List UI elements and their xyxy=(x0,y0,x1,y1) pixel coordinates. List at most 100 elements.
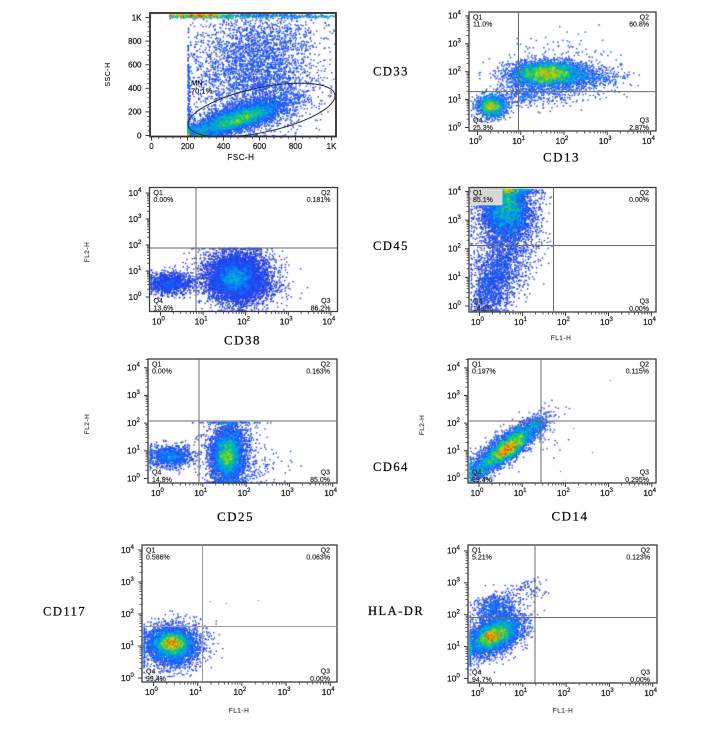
svg-text:HLA-DR: HLA-DR xyxy=(368,604,424,618)
svg-text:101: 101 xyxy=(448,272,461,282)
svg-text:14.9%: 14.9% xyxy=(473,306,493,313)
svg-text:99.4%: 99.4% xyxy=(472,477,492,484)
svg-text:100: 100 xyxy=(448,301,461,311)
svg-text:60.8%: 60.8% xyxy=(629,22,649,29)
svg-text:103: 103 xyxy=(278,687,291,697)
svg-text:103: 103 xyxy=(127,390,140,400)
svg-text:0.00%: 0.00% xyxy=(630,677,650,684)
svg-text:103: 103 xyxy=(447,390,460,400)
svg-text:101: 101 xyxy=(195,317,208,327)
svg-text:Q1: Q1 xyxy=(146,548,155,555)
svg-text:103: 103 xyxy=(447,578,460,588)
svg-text:Q1: Q1 xyxy=(473,190,482,197)
svg-text:Q2: Q2 xyxy=(321,190,330,197)
svg-text:Q1: Q1 xyxy=(154,190,163,197)
svg-text:Q3: Q3 xyxy=(321,298,330,305)
svg-text:102: 102 xyxy=(448,67,461,77)
svg-text:100: 100 xyxy=(469,136,482,146)
svg-text:104: 104 xyxy=(644,688,657,698)
svg-text:Q1: Q1 xyxy=(472,548,481,555)
svg-text:Q3: Q3 xyxy=(640,470,649,477)
svg-text:0.181%: 0.181% xyxy=(307,197,331,204)
svg-text:SSC-H: SSC-H xyxy=(105,62,112,86)
svg-text:100: 100 xyxy=(152,317,165,327)
svg-text:Q3: Q3 xyxy=(640,299,649,306)
svg-text:101: 101 xyxy=(194,488,207,498)
svg-text:104: 104 xyxy=(324,488,337,498)
svg-text:Q3: Q3 xyxy=(640,118,649,125)
svg-text:0.00%: 0.00% xyxy=(629,197,649,204)
svg-text:Q2: Q2 xyxy=(321,548,330,555)
svg-text:85.0%: 85.0% xyxy=(310,477,330,484)
svg-text:Q2: Q2 xyxy=(640,190,649,197)
svg-text:200: 200 xyxy=(128,108,142,117)
svg-text:102: 102 xyxy=(557,317,570,327)
svg-text:102: 102 xyxy=(556,136,569,146)
svg-text:103: 103 xyxy=(129,214,142,224)
svg-text:Q2: Q2 xyxy=(321,362,330,369)
svg-text:100: 100 xyxy=(129,292,142,302)
svg-text:CD33: CD33 xyxy=(373,65,409,79)
svg-text:Q1: Q1 xyxy=(473,15,482,22)
svg-text:FSC-H: FSC-H xyxy=(228,153,255,162)
svg-text:CD13: CD13 xyxy=(543,150,580,165)
svg-text:0: 0 xyxy=(137,131,142,140)
svg-text:1K: 1K xyxy=(327,142,337,151)
svg-text:Q2: Q2 xyxy=(640,362,649,369)
svg-text:Q1: Q1 xyxy=(152,362,161,369)
svg-text:100: 100 xyxy=(145,687,158,697)
svg-text:200: 200 xyxy=(181,142,195,151)
svg-text:11.0%: 11.0% xyxy=(473,22,492,29)
svg-text:102: 102 xyxy=(121,609,134,619)
svg-text:104: 104 xyxy=(643,317,656,327)
svg-text:400: 400 xyxy=(217,142,231,151)
svg-text:101: 101 xyxy=(512,136,525,146)
svg-text:100: 100 xyxy=(151,488,164,498)
svg-text:Q4: Q4 xyxy=(472,670,481,677)
svg-text:MN: MN xyxy=(191,79,203,88)
svg-text:103: 103 xyxy=(281,488,294,498)
svg-text:100: 100 xyxy=(447,473,460,483)
svg-text:Q4: Q4 xyxy=(473,118,482,125)
svg-text:100: 100 xyxy=(447,673,460,683)
svg-text:0.00%: 0.00% xyxy=(154,197,174,204)
svg-text:102: 102 xyxy=(558,688,571,698)
svg-text:104: 104 xyxy=(447,363,460,373)
svg-text:0.063%: 0.063% xyxy=(306,555,330,562)
svg-text:600: 600 xyxy=(253,142,267,151)
svg-text:0.00%: 0.00% xyxy=(310,676,330,683)
svg-text:FL2-H: FL2-H xyxy=(84,242,91,263)
svg-text:101: 101 xyxy=(448,94,461,104)
svg-text:102: 102 xyxy=(448,244,461,254)
svg-text:800: 800 xyxy=(289,142,303,151)
svg-text:FL2-H: FL2-H xyxy=(419,415,426,436)
svg-text:104: 104 xyxy=(121,545,134,555)
svg-text:1K: 1K xyxy=(132,13,142,22)
svg-text:101: 101 xyxy=(121,641,134,651)
svg-text:0.197%: 0.197% xyxy=(472,369,496,376)
svg-text:CD64: CD64 xyxy=(373,460,409,474)
svg-text:101: 101 xyxy=(129,266,142,276)
svg-text:101: 101 xyxy=(514,488,527,498)
svg-text:0: 0 xyxy=(149,142,154,151)
svg-text:100: 100 xyxy=(471,488,484,498)
svg-text:Q3: Q3 xyxy=(321,470,330,477)
svg-text:103: 103 xyxy=(448,215,461,225)
svg-text:70.1%: 70.1% xyxy=(191,87,213,96)
svg-text:CD14: CD14 xyxy=(551,509,588,524)
svg-text:104: 104 xyxy=(448,11,461,21)
svg-text:102: 102 xyxy=(238,488,251,498)
svg-text:400: 400 xyxy=(128,84,142,93)
svg-text:13.6%: 13.6% xyxy=(154,305,174,312)
svg-text:104: 104 xyxy=(642,136,655,146)
svg-text:104: 104 xyxy=(129,188,142,198)
svg-text:CD117: CD117 xyxy=(43,605,86,619)
svg-text:0.163%: 0.163% xyxy=(306,369,330,376)
svg-text:Q4: Q4 xyxy=(472,470,481,477)
svg-text:104: 104 xyxy=(447,546,460,556)
svg-text:104: 104 xyxy=(643,488,656,498)
svg-text:FL1-H: FL1-H xyxy=(229,708,250,715)
svg-text:CD25: CD25 xyxy=(217,509,254,524)
svg-text:101: 101 xyxy=(514,317,527,327)
svg-text:Q1: Q1 xyxy=(472,362,481,369)
